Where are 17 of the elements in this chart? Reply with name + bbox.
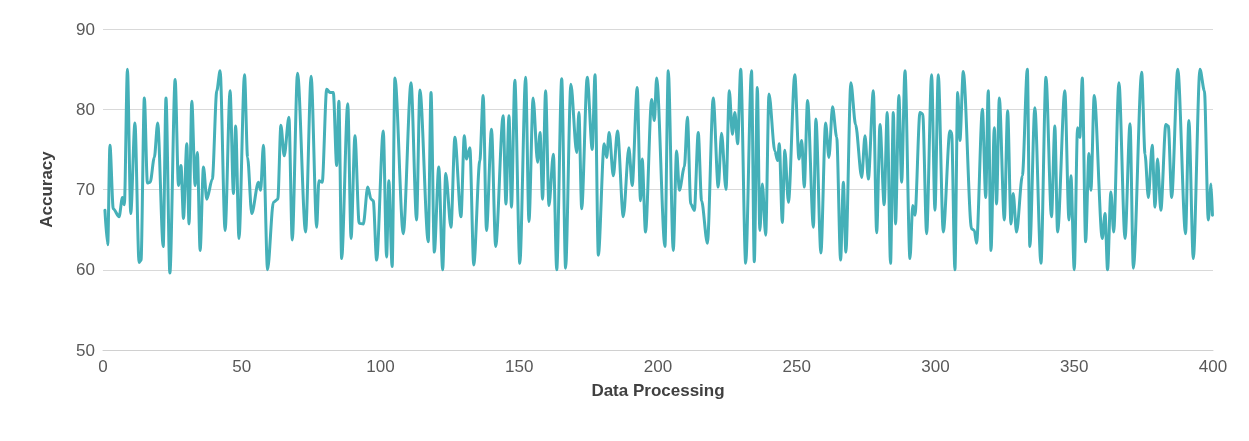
- y-tick-label: 90: [76, 19, 95, 39]
- x-tick-label: 300: [921, 357, 950, 376]
- y-tick-label: 80: [76, 99, 95, 119]
- x-tick-label: 0: [98, 357, 108, 376]
- x-tick-label: 400: [1198, 357, 1228, 376]
- x-axis-title: Data Processing: [591, 381, 725, 400]
- x-tick-label: 200: [643, 357, 673, 376]
- x-tick-label: 250: [782, 357, 811, 376]
- x-tick-label: 150: [505, 357, 534, 376]
- y-tick-label: 50: [76, 340, 95, 360]
- y-axis-title: Accuracy: [37, 150, 56, 228]
- x-tick-label: 100: [366, 357, 395, 376]
- x-tick-label: 350: [1060, 357, 1089, 376]
- y-tick-label: 70: [76, 180, 95, 199]
- line-series: [103, 67, 1214, 275]
- y-tick-label: 60: [76, 260, 95, 280]
- x-tick-label: 50: [232, 357, 252, 376]
